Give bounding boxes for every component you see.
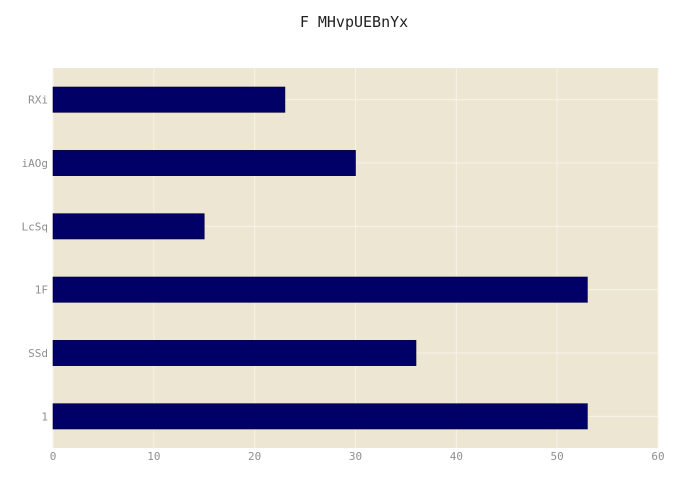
x-tick-label: 60	[651, 450, 664, 463]
y-tick-label: 1F	[35, 284, 48, 297]
y-tick-label: 1	[41, 410, 48, 423]
bar-SSd	[52, 340, 417, 366]
x-tick-label: 50	[551, 450, 564, 463]
x-tick-label: 20	[248, 450, 261, 463]
x-tick-label: 40	[450, 450, 463, 463]
bars	[52, 86, 588, 430]
y-tick-label: LcSq	[22, 220, 49, 233]
y-tick-label: SSd	[28, 347, 48, 360]
x-tick-label: 30	[349, 450, 362, 463]
x-tick-label: 10	[147, 450, 160, 463]
bar-RXi	[52, 86, 286, 113]
y-tick-label: RXi	[28, 94, 48, 107]
y-tick-label: iAOg	[22, 157, 49, 170]
x-axis-tick-labels: 0 10 20 30 40 50 60	[50, 450, 665, 463]
y-axis-tick-labels: RXi iAOg LcSq 1F SSd 1	[22, 94, 49, 424]
x-tick-label: 0	[50, 450, 57, 463]
chart-title: F MHvpUEBnYx	[300, 13, 408, 31]
bar-1	[52, 403, 588, 430]
bar-1F	[52, 276, 588, 303]
bar-LcSq	[52, 213, 205, 240]
bar-iAOg	[52, 150, 356, 176]
